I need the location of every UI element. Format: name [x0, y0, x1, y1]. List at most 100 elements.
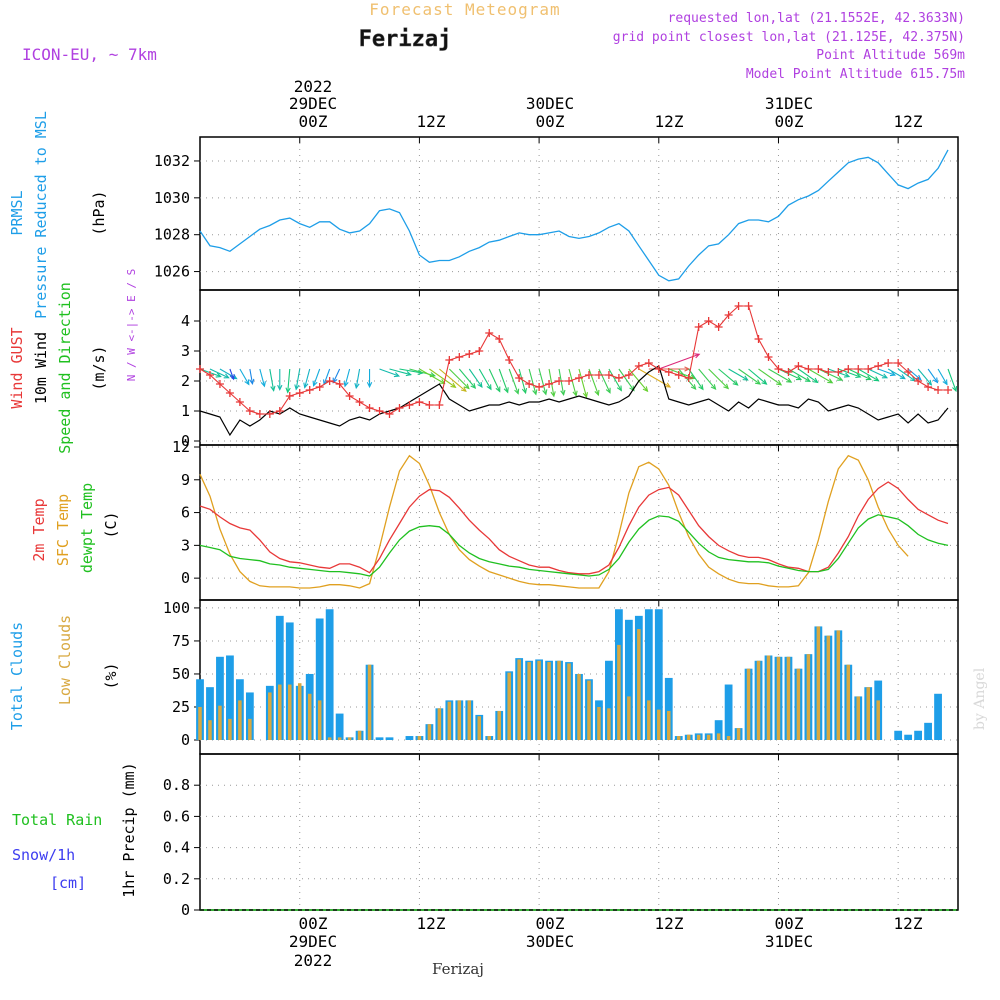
- wind-arrow-head: [366, 382, 373, 389]
- wind-arrow-head: [249, 378, 255, 386]
- low-cloud-bar: [786, 656, 791, 740]
- total-cloud-bar: [914, 730, 922, 740]
- low-cloud-bar: [686, 734, 691, 740]
- gust-marker: [265, 410, 274, 418]
- wind-arrow-head: [812, 377, 819, 384]
- pressure-line: [199, 149, 949, 282]
- wind-direction-arrow: [947, 368, 957, 392]
- wind-arrow-head: [354, 382, 360, 390]
- wind-direction-arrow: [458, 368, 476, 389]
- wind-direction-arrow: [259, 368, 265, 387]
- wind-direction-arrow: [508, 368, 519, 394]
- wind-arrow-head: [495, 386, 501, 393]
- wind-direction-arrow: [538, 368, 547, 395]
- wind-arrow-head: [690, 384, 697, 391]
- wind-arrow-head: [215, 372, 222, 378]
- wind-arrow-head: [899, 374, 906, 380]
- low-cloud-bar: [327, 737, 332, 740]
- wind-arrow-head: [843, 372, 851, 378]
- top-hour-4: 12Z: [655, 112, 684, 131]
- gust-marker: [345, 392, 354, 400]
- gust-marker: [305, 386, 314, 394]
- panel-3: 0 3 6 9 12: [172, 438, 959, 601]
- wind-direction-arrow: [355, 368, 361, 389]
- gust-marker: [555, 377, 564, 385]
- wind-direction-arrow: [868, 368, 888, 379]
- wind-arrow-head: [629, 385, 635, 392]
- gust-marker: [325, 377, 334, 385]
- wind-direction-arrow: [498, 368, 509, 393]
- gust-marker: [475, 347, 484, 355]
- panel-frame: [199, 444, 959, 601]
- low-cloud-bar: [856, 696, 861, 740]
- wind-arrow-head: [542, 389, 548, 396]
- y-tick-label: 3: [181, 342, 190, 360]
- total-cloud-bar: [605, 660, 613, 740]
- wind-direction-arrow: [295, 368, 301, 390]
- y-tick-label: 0.2: [163, 870, 190, 888]
- bottom-date-1: 29DEC: [289, 932, 337, 951]
- wind-arrow-head: [732, 380, 739, 386]
- gust-marker: [445, 356, 454, 364]
- wind-arrow-head: [572, 390, 578, 397]
- low-cloud-bar: [447, 701, 452, 740]
- low-cloud-bar: [228, 718, 232, 740]
- wind-arrow-head: [642, 386, 649, 393]
- total-cloud-bar: [405, 736, 414, 740]
- low-cloud-bar: [587, 680, 591, 740]
- rain-label: Total Rain: [12, 811, 102, 829]
- gust-marker: [614, 374, 623, 382]
- plot-area: 102610281030103201234036912025507510000.…: [154, 136, 959, 919]
- wind-direction-arrow: [688, 368, 704, 390]
- pressure-label-1: PRMSL: [8, 190, 26, 235]
- wind-label: 10m Wind: [32, 332, 50, 404]
- gust-marker: [684, 374, 693, 382]
- gust-marker: [644, 359, 653, 367]
- low-cloud-bar: [497, 710, 501, 740]
- gust-marker: [205, 371, 214, 379]
- y-tick-label: 1032: [154, 152, 190, 170]
- low-cloud-bar: [627, 696, 631, 740]
- gust-marker: [864, 365, 873, 373]
- wind-arrow-head: [804, 376, 812, 383]
- wind-arrow-head: [942, 379, 948, 386]
- gust-marker: [794, 362, 803, 370]
- bottom-date-2: 30DEC: [526, 932, 574, 951]
- wind-arrow-head: [616, 385, 622, 392]
- low-cloud-bar: [547, 662, 551, 740]
- low-cloud-bar: [357, 730, 362, 740]
- bottom-hour-3: 00Z: [536, 914, 565, 933]
- top-hour-3: 00Z: [536, 112, 565, 131]
- snow-unit-label: [cm]: [50, 874, 86, 892]
- wind-direction-arrow: [304, 368, 311, 388]
- total-cloud-bar: [285, 622, 294, 740]
- gust-marker: [914, 377, 923, 385]
- y-tick-label: 50: [172, 665, 190, 683]
- gust-marker: [315, 383, 324, 391]
- low-cloud-bar: [288, 684, 292, 740]
- gust-marker: [814, 365, 823, 373]
- precip-unit: 1hr Precip (mm): [120, 762, 138, 897]
- panel-4: 0 25 50 75 100: [163, 599, 959, 755]
- wind-direction-arrow: [323, 368, 331, 385]
- wind-direction-arrow: [698, 368, 716, 390]
- gust-marker: [604, 371, 613, 379]
- low-cloud-bar: [876, 700, 880, 740]
- wind-arrow-head: [560, 389, 566, 397]
- low-cloud-bar: [557, 660, 561, 740]
- total-cloud-bar: [664, 677, 673, 740]
- gust-marker: [295, 389, 304, 397]
- wind-arrow-head: [698, 384, 704, 391]
- low-cloud-bar: [716, 733, 721, 740]
- gust-marker: [225, 389, 234, 397]
- gust-marker: [594, 371, 603, 379]
- low-cloud-bar: [337, 737, 342, 740]
- wind-arrow-head: [873, 376, 880, 382]
- gust-marker: [754, 335, 763, 343]
- top-year: 2022: [294, 77, 333, 96]
- y-tick-label: 9: [181, 471, 190, 489]
- bottom-hour-5: 00Z: [775, 914, 804, 933]
- gust-marker: [774, 365, 783, 373]
- top-date-1: 29DEC: [289, 94, 337, 113]
- wind-direction-arrow: [578, 368, 588, 398]
